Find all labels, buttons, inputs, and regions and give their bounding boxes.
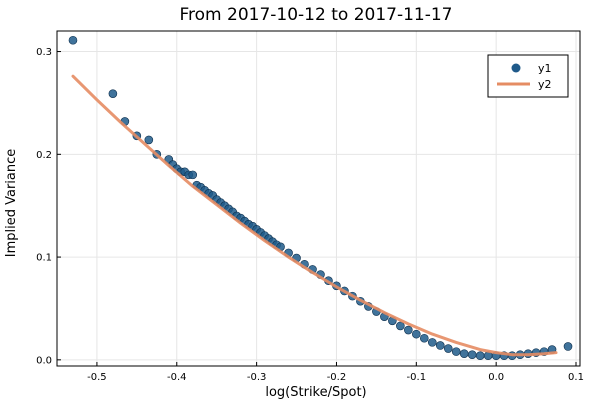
x-axis-label: log(Strike/Spot) xyxy=(265,385,366,400)
y2-line xyxy=(71,74,558,357)
y1-point xyxy=(459,349,469,358)
x-tick-label: -0.1 xyxy=(407,372,427,383)
series-layer xyxy=(68,35,573,361)
y-tick-label: 0.3 xyxy=(36,47,52,58)
y1-point xyxy=(68,35,78,45)
y-axis-ticks: 0.0 0.1 0.2 0.3 xyxy=(36,47,61,366)
chart-title: From 2017-10-12 to 2017-11-17 xyxy=(180,5,453,25)
x-axis-ticks: -0.5 -0.4 -0.3 -0.2 -0.1 0.0 0.1 xyxy=(87,362,584,383)
legend-label-y1: y1 xyxy=(538,62,552,75)
y-tick-label: 0.2 xyxy=(36,150,52,161)
y1-point xyxy=(451,347,461,356)
y-tick-label: 0.1 xyxy=(36,253,52,264)
x-tick-label: 0.1 xyxy=(568,372,584,383)
x-tick-label: -0.4 xyxy=(167,372,187,383)
y1-point xyxy=(404,325,413,335)
plot-frame xyxy=(56,30,581,367)
y1-point xyxy=(435,341,445,350)
x-tick-label: -0.5 xyxy=(87,372,107,383)
legend-label-y2: y2 xyxy=(538,78,552,91)
y1-point xyxy=(108,89,118,98)
y1-point xyxy=(475,351,485,361)
y1-point xyxy=(188,170,198,180)
y-tick-label: 0.0 xyxy=(36,355,52,366)
x-tick-label: -0.2 xyxy=(327,372,347,383)
y1-point xyxy=(563,342,573,351)
y1-point xyxy=(144,135,154,145)
y1-point xyxy=(396,321,405,331)
y1-point xyxy=(467,350,477,359)
y1-point xyxy=(443,344,453,353)
y1-point xyxy=(419,333,429,343)
y-axis-label: Implied Variance xyxy=(4,149,19,258)
x-tick-label: 0.0 xyxy=(488,372,504,383)
y1-point xyxy=(427,338,437,347)
x-tick-label: -0.3 xyxy=(247,372,267,383)
legend-box xyxy=(487,54,569,98)
legend: y1 y2 xyxy=(487,54,569,98)
y1-point xyxy=(412,329,421,339)
legend-marker-y1 xyxy=(511,63,521,73)
grid xyxy=(57,31,580,366)
